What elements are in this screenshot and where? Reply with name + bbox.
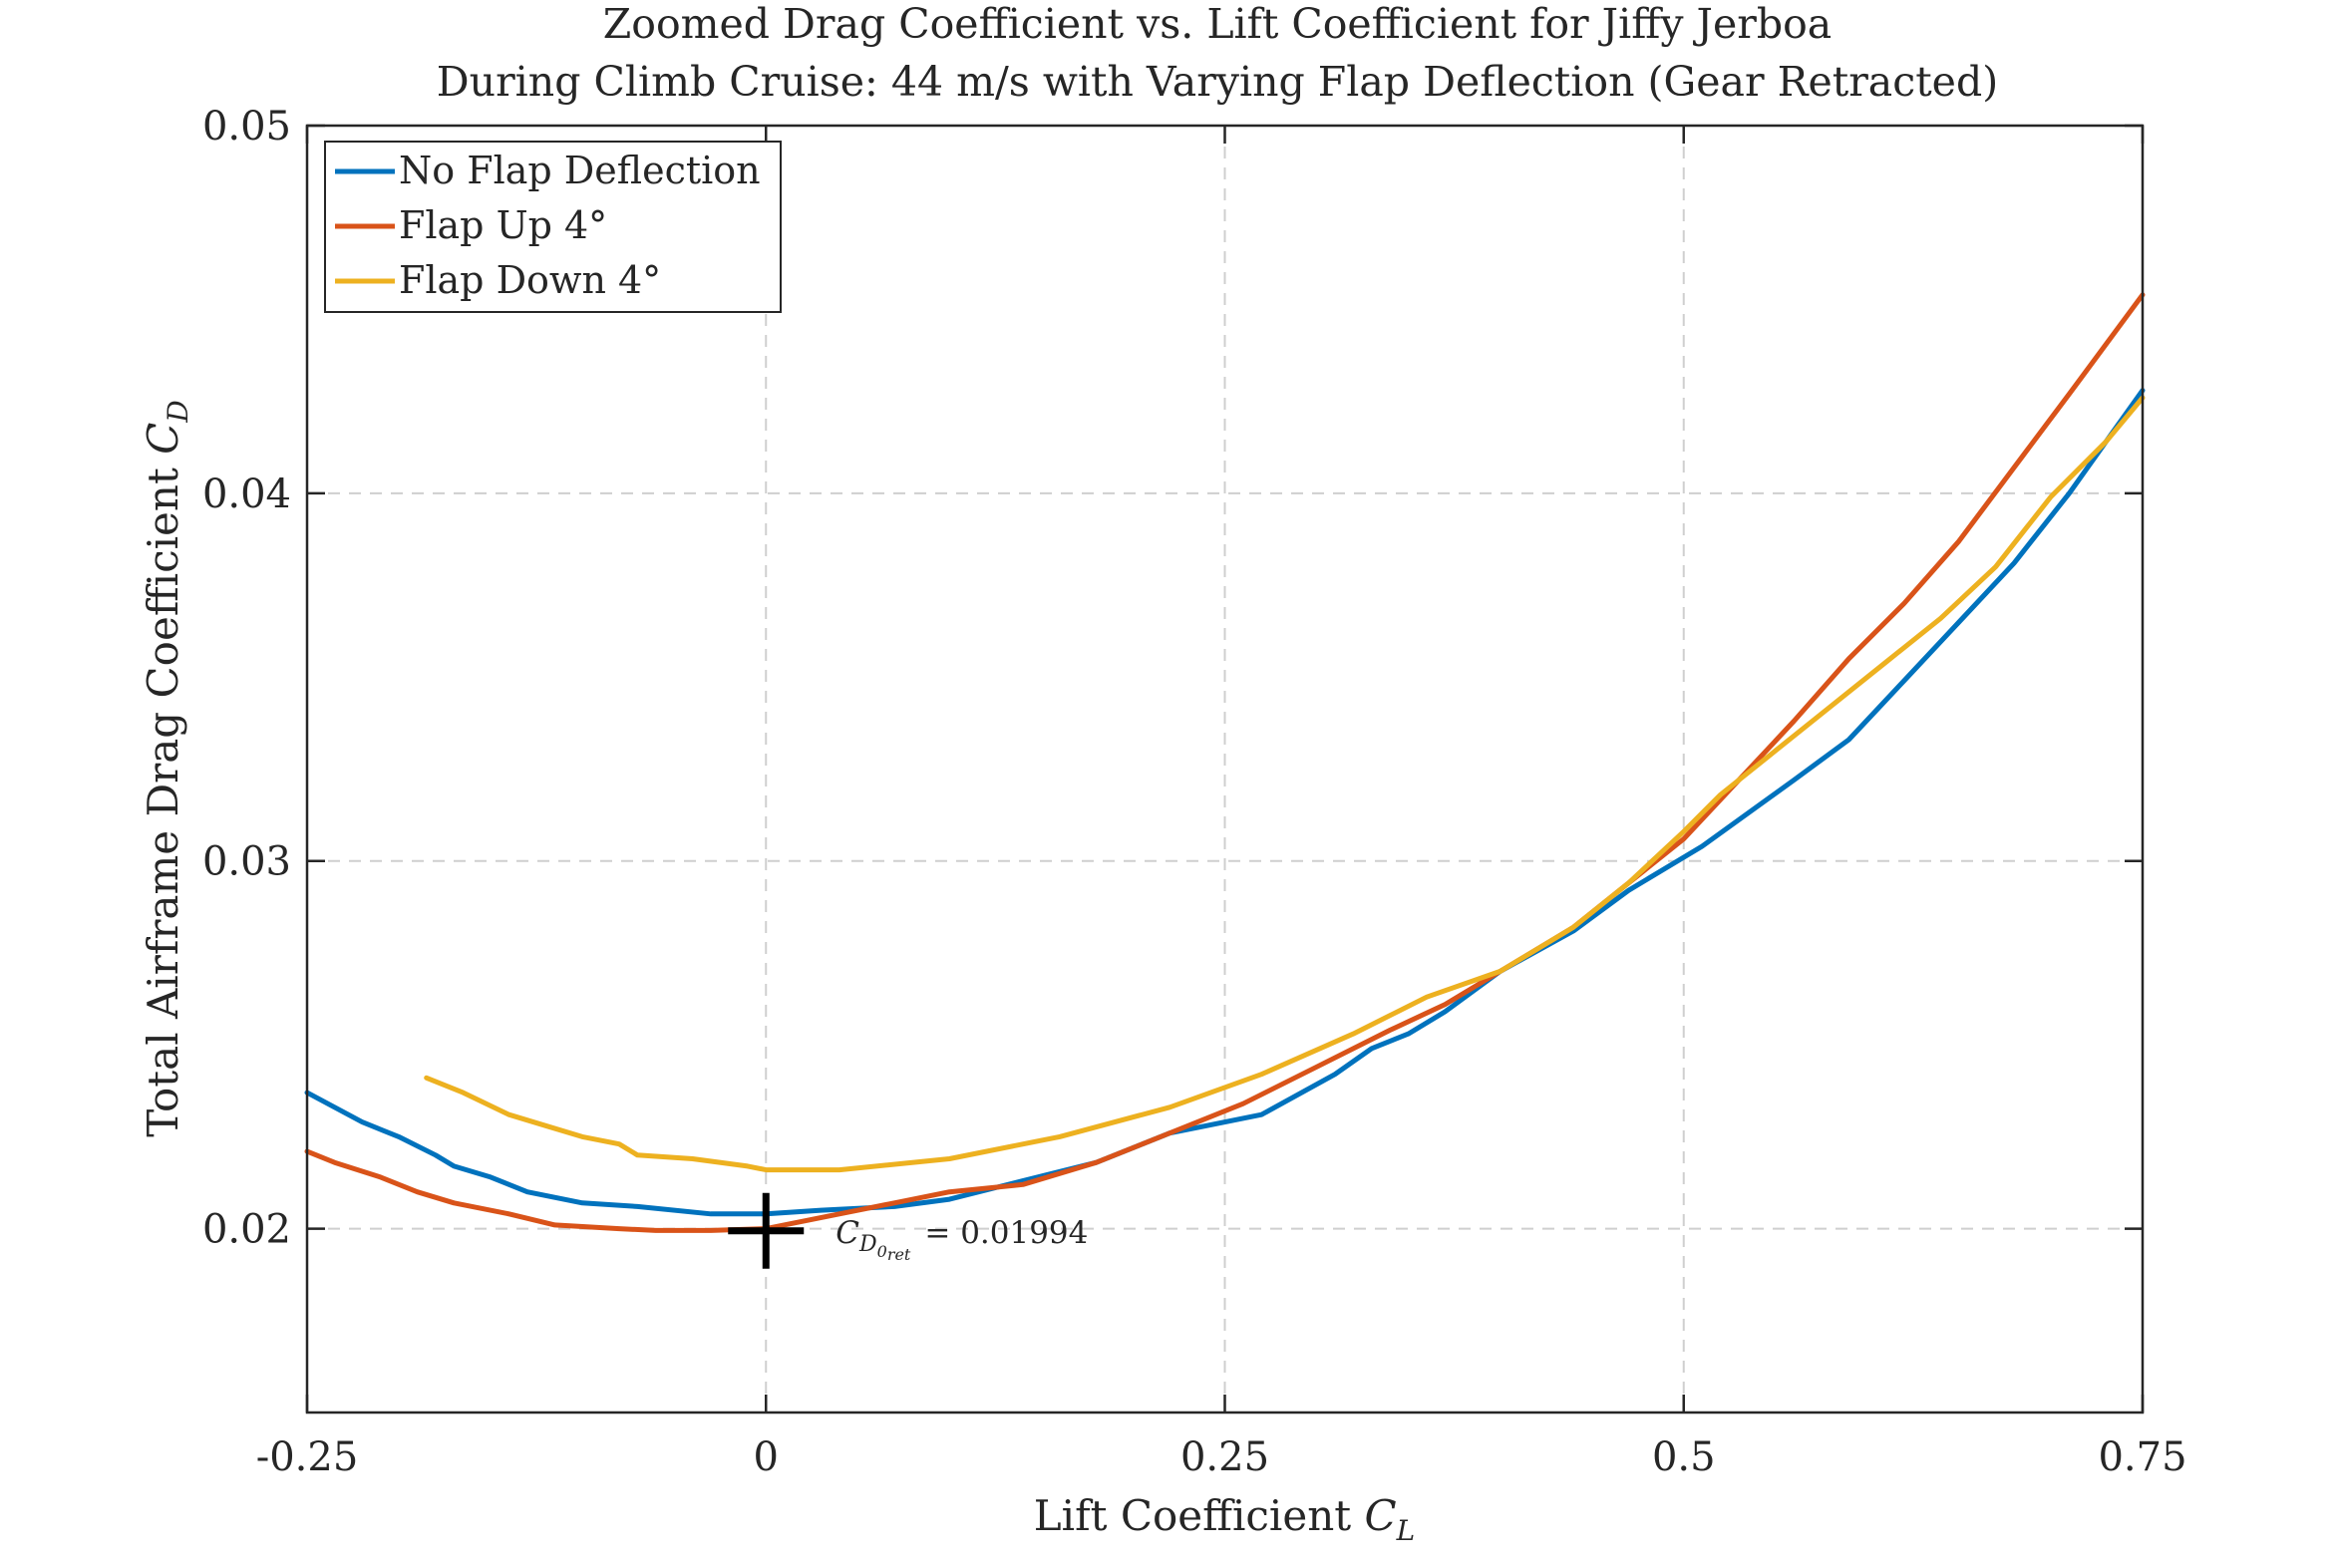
x-axis-label: Lift Coefficient CL [1034, 1491, 1415, 1547]
chart-subtitle: During Climb Cruise: 44 m/s with Varying… [437, 58, 1998, 106]
annotation-subscript: D [858, 1232, 877, 1257]
y-axis-label-symbol: C [139, 423, 187, 455]
x-tick-label: -0.25 [256, 1434, 359, 1480]
chart-title: Zoomed Drag Coefficient vs. Lift Coeffic… [603, 0, 1832, 48]
x-tick-label: 0.75 [2098, 1434, 2186, 1480]
minimum-drag-marker-group: CD0ret = 0.01994 [728, 1192, 1088, 1269]
y-axis-label-text: Total Airframe Drag Coefficient [139, 455, 187, 1137]
y-tick-label: 0.04 [202, 471, 291, 517]
x-tick-label: 0.25 [1180, 1434, 1269, 1480]
axis-ticks: -0.25 0 0.25 0.5 0.75 0.02 0.03 0.04 0.05 [202, 104, 2187, 1480]
legend-box [324, 141, 782, 313]
x-axis-label-subscript: L [1396, 1514, 1416, 1547]
y-tick-label: 0.05 [202, 104, 291, 150]
series-line-no-flap-deflection [304, 388, 2146, 1217]
y-axis-label: Total Airframe Drag Coefficient CD [139, 400, 194, 1137]
legend-label-no-flap: No Flap Deflection [399, 149, 761, 192]
minimum-drag-annotation: CD0ret = 0.01994 [835, 1215, 1088, 1264]
x-tick-label: 0.5 [1652, 1434, 1716, 1480]
x-tick-label: 0 [754, 1434, 779, 1480]
series-layer [304, 292, 2146, 1233]
y-tick-label: 0.03 [202, 839, 291, 885]
x-axis-label-symbol: C [1365, 1491, 1397, 1540]
annotation-subsubscript-ret: ret [887, 1245, 911, 1264]
annotation-symbol: C [835, 1215, 859, 1251]
annotation-subsubscript: 0 [877, 1242, 887, 1261]
annotation-value: = 0.01994 [924, 1215, 1088, 1251]
x-axis-label-text: Lift Coefficient [1034, 1491, 1365, 1540]
legend-label-flap-down: Flap Down 4° [399, 258, 661, 302]
y-axis-label-subscript: D [162, 400, 194, 423]
legend-label-flap-up: Flap Up 4° [399, 203, 607, 247]
series-line-flap-down-4 [424, 395, 2146, 1173]
y-tick-label: 0.02 [202, 1207, 291, 1253]
series-line-flap-up-4 [304, 292, 2146, 1233]
legend: No Flap Deflection Flap Up 4° Flap Down … [324, 141, 782, 313]
